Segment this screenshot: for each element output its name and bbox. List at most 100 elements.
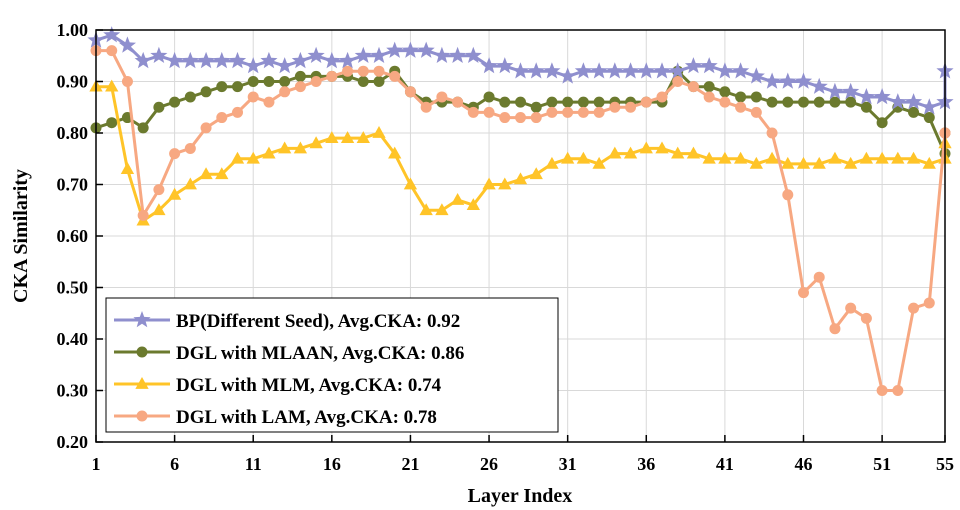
data-point [357,76,369,87]
data-point [167,187,182,200]
data-point [826,82,844,100]
data-point [923,297,935,309]
data-point [230,151,245,164]
data-point [669,62,687,79]
x-tick-label: 31 [559,454,577,474]
data-point [449,46,467,63]
data-point [577,106,589,118]
data-point [593,106,605,118]
data-point [794,72,813,89]
data-point [342,65,354,77]
data-point [310,76,322,87]
data-point [765,151,779,164]
data-point [747,67,765,84]
data-point [702,151,716,164]
x-tick-label: 1 [92,454,101,474]
data-point [813,96,825,108]
data-point [735,91,747,103]
data-point [152,203,166,216]
data-point [106,45,118,57]
data-point [860,312,872,324]
data-point [732,62,750,79]
data-point [606,62,624,79]
legend-label: BP(Different Seed), Avg.CKA: 0.92 [176,311,460,332]
data-point [655,141,669,154]
data-point [323,51,341,69]
y-tick-label: 0.60 [57,226,89,246]
data-point [260,51,278,69]
data-point [103,26,121,43]
data-point [810,77,828,94]
data-point [106,117,118,129]
data-point [511,62,530,79]
data-point [153,101,165,113]
data-point [183,177,197,190]
data-point [467,106,479,118]
data-point [246,151,260,164]
data-point [150,46,168,63]
data-point [905,93,923,110]
x-tick-label: 36 [637,454,655,474]
legend-marker [136,410,148,422]
data-point [546,106,558,118]
legend-item: DGL with MLM, Avg.CKA: 0.74 [114,375,442,396]
data-point [561,151,575,164]
data-point [483,91,495,103]
y-tick-label: 0.30 [57,381,89,401]
y-tick-label: 0.20 [57,432,89,452]
data-point [386,41,404,58]
data-point [326,70,338,82]
data-point [876,385,888,396]
legend-label: DGL with MLM, Avg.CKA: 0.74 [176,375,442,396]
data-point [686,146,701,159]
data-point [781,156,795,169]
data-point [232,106,243,118]
legend-marker [136,346,148,358]
data-point [169,148,181,160]
data-point [719,86,731,98]
data-point [828,151,842,164]
data-point [247,76,259,87]
data-point [857,88,875,105]
data-point [639,141,653,154]
data-point [181,51,199,69]
data-point [401,41,419,58]
data-point [121,76,133,87]
data-point [166,51,184,69]
data-point [590,62,608,79]
data-point [247,91,259,103]
x-tick-label: 51 [873,454,891,474]
data-point [844,156,858,169]
data-point [782,189,794,201]
data-point [920,98,938,115]
data-point [216,112,228,124]
data-point [354,46,372,63]
series-3 [90,45,951,396]
data-point [608,146,622,159]
data-point [464,46,482,63]
legend-label: DGL with LAM, Avg.CKA: 0.78 [176,407,437,428]
data-point [892,385,904,396]
data-point [829,96,841,108]
data-point [389,70,401,82]
x-tick-label: 11 [245,454,262,474]
data-point [718,151,732,164]
data-point [276,57,294,74]
data-point [687,81,699,93]
data-point [766,96,778,108]
data-point [278,141,292,154]
x-tick-label: 46 [795,454,813,474]
x-axis-label: Layer Index [468,485,573,507]
y-tick-label: 0.50 [57,278,89,298]
legend-item: DGL with LAM, Avg.CKA: 0.78 [114,407,437,428]
data-point [294,81,306,93]
legend-box [105,297,559,433]
data-point [592,156,606,169]
data-point [263,96,275,108]
data-point [388,146,402,159]
data-point [118,36,136,53]
x-tick-label: 21 [401,454,419,474]
x-tick-label: 26 [480,454,498,474]
data-point [197,51,215,69]
